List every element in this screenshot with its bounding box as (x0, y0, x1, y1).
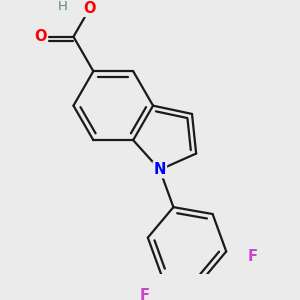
Text: N: N (154, 162, 166, 177)
Text: F: F (139, 288, 149, 300)
Text: O: O (83, 1, 96, 16)
Text: H: H (58, 0, 68, 14)
Text: O: O (34, 29, 47, 44)
Text: F: F (248, 249, 258, 264)
